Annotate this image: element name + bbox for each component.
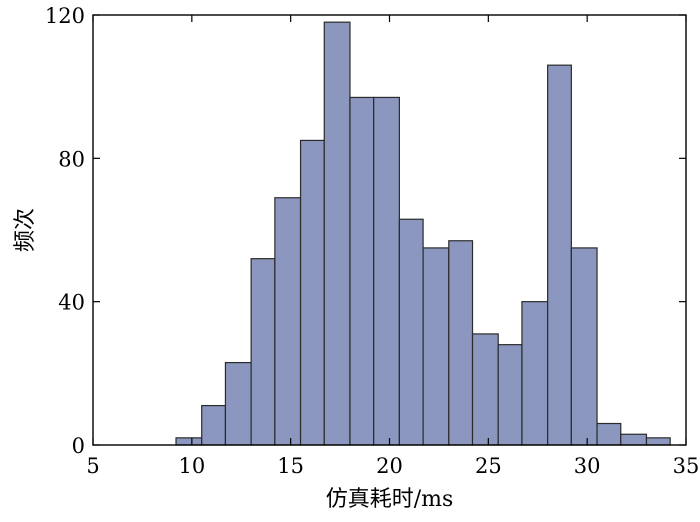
histogram-bar-10 bbox=[422, 247, 450, 446]
histogram-bar-1 bbox=[201, 404, 227, 446]
histogram-bar-18 bbox=[620, 433, 648, 446]
histogram-bar-2 bbox=[224, 361, 252, 446]
histogram-bar-16 bbox=[570, 247, 598, 446]
x-axis-title: 仿真耗时/ms bbox=[326, 487, 454, 512]
y-tick-label-80: 80 bbox=[58, 147, 85, 171]
x-tick-label-5: 5 bbox=[86, 454, 99, 478]
histogram-bar-4 bbox=[274, 197, 302, 446]
histogram-bar-5 bbox=[299, 139, 325, 446]
x-tick-label-15: 15 bbox=[277, 454, 304, 478]
y-tick-label-120: 120 bbox=[45, 4, 85, 28]
histogram-bar-15 bbox=[547, 64, 572, 446]
histogram-bar-9 bbox=[398, 218, 424, 446]
histogram-bar-17 bbox=[596, 422, 622, 446]
x-tick-label-10: 10 bbox=[178, 454, 205, 478]
histogram-bar-8 bbox=[373, 96, 400, 446]
histogram-bar-3 bbox=[250, 258, 276, 446]
tick-labels-group: 5 10 15 20 25 30 35 0 40 80 120 bbox=[45, 4, 699, 478]
histogram-bar-12 bbox=[471, 333, 499, 446]
histogram-bar-6 bbox=[323, 21, 351, 446]
x-tick-label-20: 20 bbox=[376, 454, 403, 478]
histogram-bar-11 bbox=[448, 240, 474, 446]
histogram-bar-0 bbox=[175, 437, 203, 446]
x-tick-label-25: 25 bbox=[475, 454, 502, 478]
histogram-bar-14 bbox=[521, 301, 549, 446]
histogram-bar-13 bbox=[497, 344, 523, 446]
bars-group bbox=[175, 21, 671, 446]
y-axis-title: 频次 bbox=[13, 208, 38, 252]
ticks-group bbox=[92, 14, 687, 446]
x-tick-label-30: 30 bbox=[574, 454, 601, 478]
y-tick-label-40: 40 bbox=[58, 291, 85, 315]
y-tick-label-0: 0 bbox=[72, 434, 85, 458]
x-tick-label-35: 35 bbox=[673, 454, 700, 478]
histogram-bar-7 bbox=[349, 96, 375, 446]
histogram-bar-19 bbox=[645, 437, 671, 446]
